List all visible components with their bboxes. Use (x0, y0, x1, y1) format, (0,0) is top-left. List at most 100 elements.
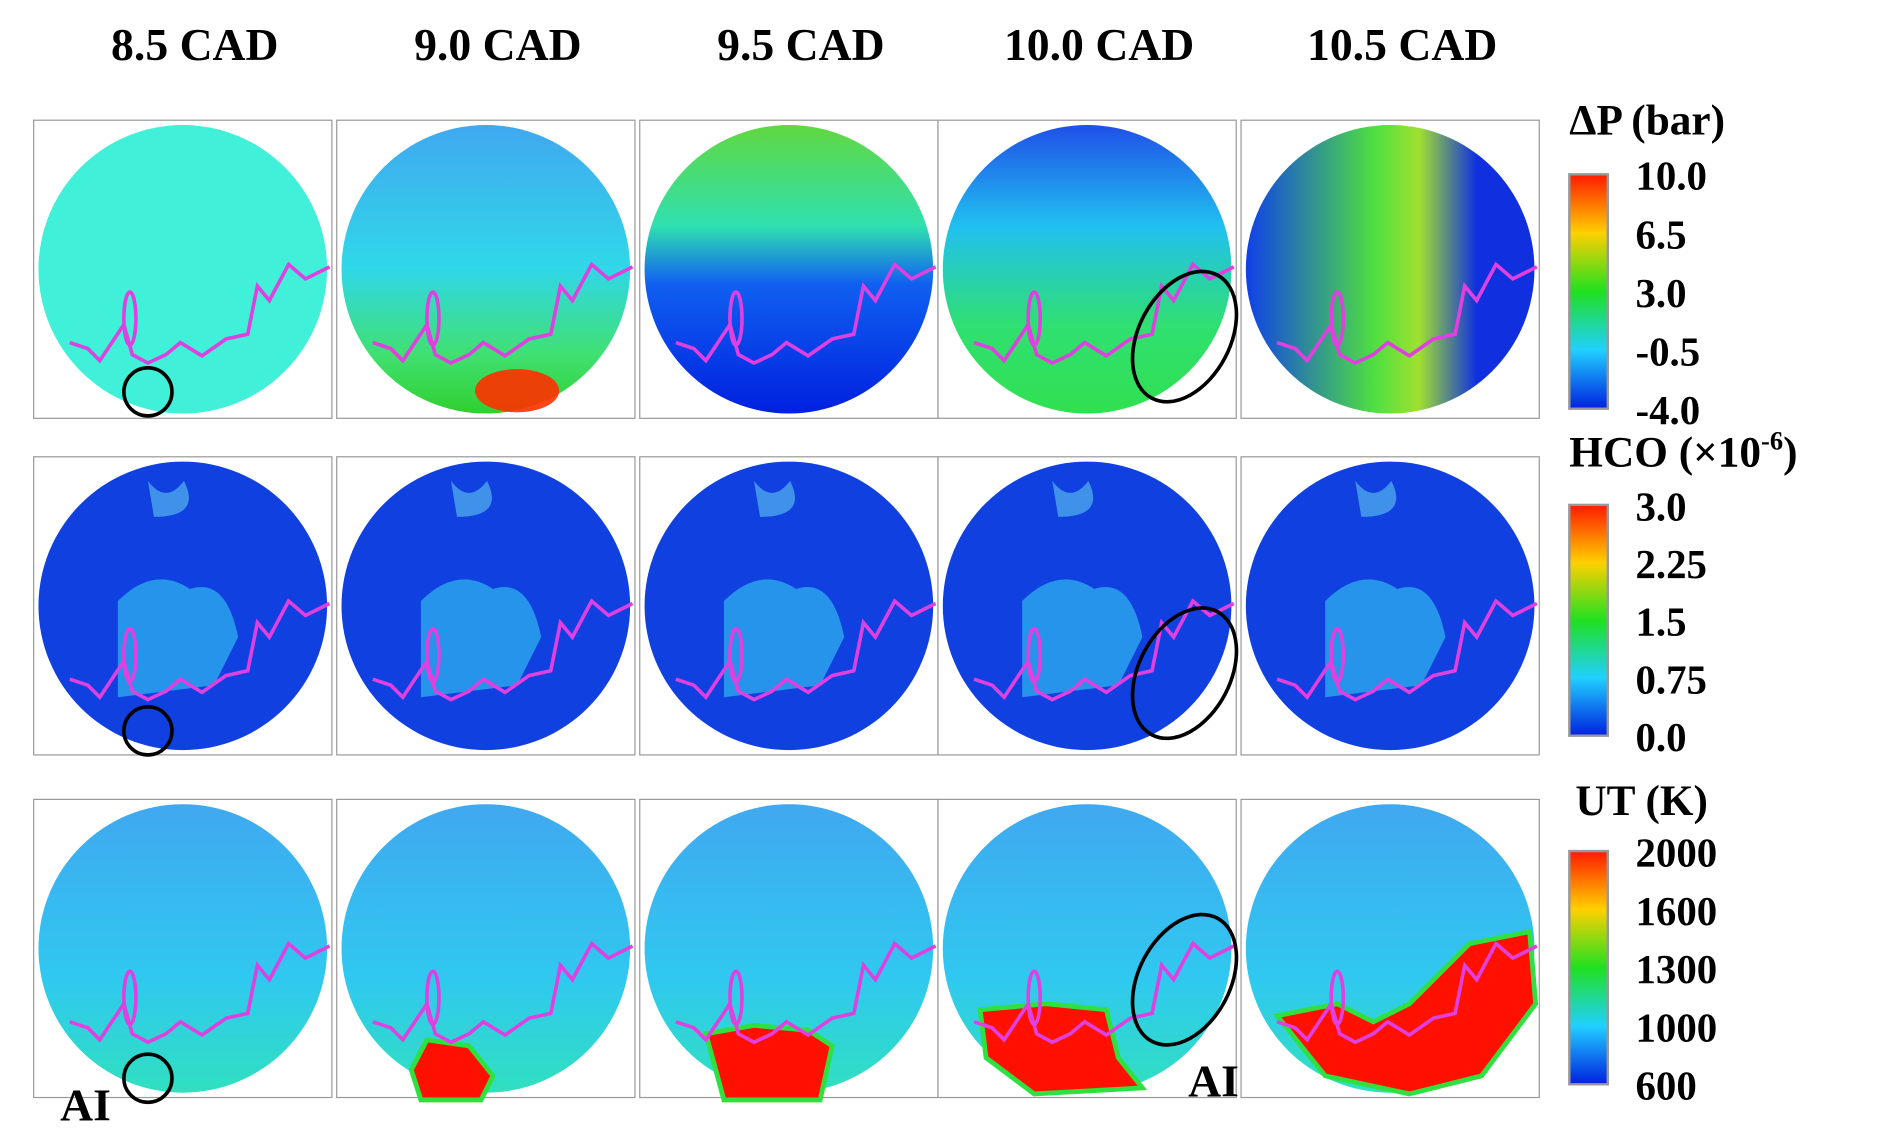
flame-front-loop (1329, 626, 1346, 684)
colorbar-title: ΔP (bar) (1569, 97, 1725, 145)
cylinder-section (644, 125, 934, 414)
colorbar-title: HCO (×10-6) (1569, 426, 1797, 477)
flame-front (675, 598, 937, 702)
flame-front-loop (122, 969, 138, 1026)
colorbar-tick-label: 2.25 (1635, 542, 1707, 587)
hco-region (420, 579, 542, 698)
pressure-peak (475, 369, 560, 413)
colorbar (1568, 849, 1610, 1086)
colorbar-title: UT (K) (1575, 777, 1708, 825)
hco-region (1052, 480, 1094, 517)
colorbar-tick-label: 6.5 (1635, 212, 1686, 257)
colorbar (1568, 503, 1610, 737)
flame-front-loop (1329, 969, 1346, 1026)
colorbar-tick-label: 0.75 (1635, 657, 1707, 702)
colorbar-tick-label: 600 (1635, 1064, 1696, 1109)
contour-panel (33, 798, 333, 1105)
flame-front-loop (122, 290, 138, 347)
column-title: 10.5 CAD (1307, 19, 1497, 70)
colorbar-title-sup: -6 (1761, 426, 1783, 456)
colorbar-tick-label: 3.0 (1635, 484, 1686, 529)
contour-panel (639, 119, 939, 419)
ai-marker (122, 366, 174, 418)
colorbar-title-end: ) (1783, 428, 1797, 476)
flame-front (1276, 261, 1538, 366)
column-title: 8.5 CAD (111, 19, 279, 70)
hco-region (1355, 480, 1397, 517)
flame-front-loop (728, 290, 744, 347)
ai-marker (1130, 269, 1239, 404)
contour-panel (937, 798, 1239, 1099)
flame-region (702, 1022, 835, 1103)
cylinder-section (1245, 125, 1535, 414)
cylinder-section (341, 804, 631, 1093)
hco-region (450, 480, 492, 517)
ai-marker (1130, 912, 1239, 1047)
column-title: 9.0 CAD (414, 19, 582, 70)
flame-front (973, 940, 1235, 1045)
flame-front (973, 261, 1235, 366)
cylinder-section (341, 125, 631, 414)
colorbar-tick-label: -0.5 (1635, 330, 1700, 375)
contour-panel (33, 119, 333, 419)
colorbar-tick-label: 3.0 (1635, 271, 1686, 316)
flame-front-loop (425, 626, 441, 684)
flame-front-loop (728, 969, 744, 1026)
contour-panel (639, 456, 939, 756)
column-titles: 8.5 CAD 9.0 CAD 9.5 CAD 10.0 CAD 10.5 CAD (111, 19, 1497, 70)
contour-panel (1240, 798, 1540, 1099)
contour-panel (639, 798, 939, 1103)
cylinder-section (942, 125, 1232, 414)
contour-panel (336, 456, 636, 756)
flame-front (69, 940, 331, 1045)
annotation: AI (1188, 1055, 1239, 1106)
ai-marker (122, 705, 174, 757)
flame-front (372, 940, 634, 1045)
column-title: 10.0 CAD (1004, 19, 1194, 70)
flame-front (1276, 598, 1538, 702)
flame-front-loop (425, 290, 441, 347)
flame-front-loop (1026, 969, 1043, 1026)
column-title: 9.5 CAD (717, 19, 885, 70)
flame-region (977, 1001, 1148, 1097)
flame-region (408, 1037, 496, 1103)
colorbar-tick-label: 0.0 (1635, 715, 1686, 760)
flame-front-loop (1026, 290, 1043, 347)
ai-marker (122, 1052, 174, 1105)
hco-region (753, 480, 795, 517)
colorbar-tick-label: -4.0 (1635, 388, 1700, 433)
flame-front (372, 261, 634, 366)
colorbar-title-text: ΔP (bar) (1569, 97, 1725, 145)
hco-region (1022, 579, 1143, 698)
flame-front (1276, 940, 1538, 1045)
flame-front (69, 261, 331, 366)
flame-front-loop (122, 626, 138, 684)
flame-front (973, 598, 1235, 702)
hco-region (723, 579, 845, 698)
flame-front-loop (728, 626, 744, 684)
colorbar (1568, 173, 1610, 410)
flame-front (675, 940, 937, 1045)
contour-panel (33, 456, 333, 757)
colorbar-tick-label: 1300 (1635, 947, 1717, 992)
colorbar-tick-label: 2000 (1635, 830, 1717, 875)
flame-front (675, 261, 937, 366)
flame-front (372, 598, 634, 702)
colorbar-title-text: HCO (×10 (1569, 428, 1761, 476)
contour-panel (937, 119, 1239, 419)
hco-region (117, 579, 239, 698)
colorbar-tick-label: 1.5 (1635, 600, 1686, 645)
contour-panel (1240, 456, 1540, 756)
contour-panel (937, 456, 1239, 756)
flame-front-loop (425, 969, 441, 1026)
contour-panel (1240, 119, 1540, 419)
cylinder-section (38, 804, 328, 1093)
contour-panel (336, 798, 636, 1103)
contour-panel (336, 119, 636, 419)
colorbar-tick-label: 1600 (1635, 889, 1717, 934)
hco-region (147, 480, 189, 517)
cylinder-section (38, 125, 328, 414)
